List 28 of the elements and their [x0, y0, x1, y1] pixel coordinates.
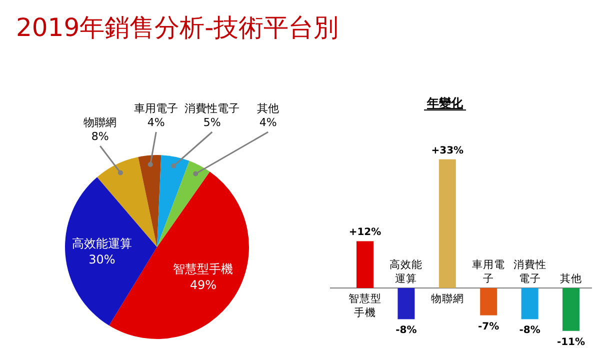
data-label: -8% [519, 325, 540, 336]
x-tick-label: 車用電子 [472, 258, 506, 285]
data-label: 5% [203, 116, 221, 129]
x-tick-label: 其他 [560, 272, 582, 285]
pie-slice [65, 177, 157, 326]
data-label: -7% [478, 321, 500, 332]
slice-label: 車用電子 [134, 102, 178, 115]
x-tick-label: 高效能運算 [390, 258, 423, 285]
chart-title: 年變化 [426, 96, 464, 110]
slice-label: 物聯網 [84, 116, 117, 129]
slice-label: 高效能運算 [72, 236, 132, 250]
pie-slice [97, 156, 157, 247]
chart-title: 2019年銷售分析-技術平台別 [16, 13, 339, 42]
data-label: 4% [259, 116, 277, 129]
data-label: +33% [431, 145, 464, 156]
data-label: 49% [190, 278, 217, 292]
data-label: +12% [348, 227, 382, 238]
pie-slice [138, 155, 162, 247]
data-label: -8% [396, 325, 417, 336]
slice-label: 其他 [257, 102, 280, 115]
x-tick-label: 消費性電子 [513, 258, 546, 285]
pie-slice [157, 155, 190, 247]
data-label: 30% [88, 252, 116, 266]
slice-label: 消費性電子 [184, 102, 240, 115]
data-label: 8% [91, 130, 109, 143]
pie-slice [157, 160, 210, 247]
data-label: 4% [147, 116, 165, 129]
data-label: -11% [556, 336, 586, 348]
